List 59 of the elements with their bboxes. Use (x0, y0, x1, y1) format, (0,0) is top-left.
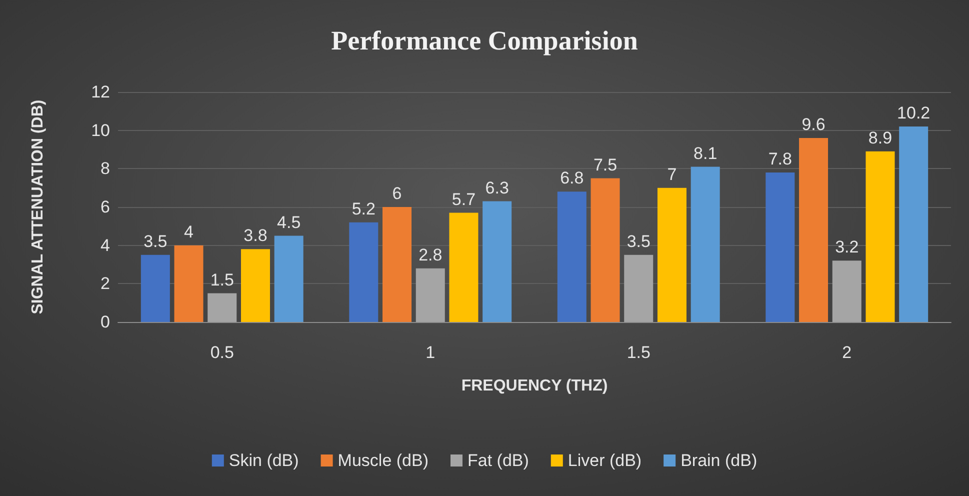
bar (766, 172, 795, 322)
data-label: 6 (392, 184, 402, 203)
data-label: 4.5 (277, 212, 301, 232)
x-tick-label: 0.5 (210, 343, 234, 362)
bar (240, 249, 270, 322)
data-label: 3.2 (835, 238, 859, 257)
bar (174, 245, 204, 322)
bar (557, 192, 586, 322)
chart-title: Performance Comparision (331, 26, 638, 56)
y-tick-label: 8 (100, 159, 110, 178)
data-label: 5.7 (452, 190, 476, 209)
bar (866, 151, 895, 322)
data-label: 8.1 (694, 144, 718, 163)
bar (208, 293, 237, 322)
bar (590, 178, 620, 322)
legend-label: Liver (dB) (568, 451, 642, 470)
data-label: 1.5 (210, 270, 234, 290)
data-label: 7.5 (593, 155, 618, 174)
y-tick-label: 4 (100, 236, 110, 255)
bar (624, 254, 654, 322)
data-label: 9.6 (802, 115, 826, 134)
bar (416, 268, 445, 322)
x-tick-label: 1 (426, 343, 436, 362)
bar (482, 201, 512, 322)
x-tick-label: 2 (842, 343, 852, 362)
data-label: 3.5 (626, 232, 650, 251)
legend-label: Fat (dB) (467, 451, 529, 470)
x-tick-label: 1.5 (626, 343, 650, 362)
bar (140, 254, 170, 322)
legend-label: Muscle (dB) (338, 451, 428, 470)
y-tick-label: 6 (100, 198, 110, 216)
y-axis-title: SIGNAL ATTENUATION (DB) (30, 100, 46, 314)
data-label: 8.9 (868, 128, 892, 148)
bar (657, 188, 686, 322)
data-label: 6.3 (485, 178, 509, 198)
bar (899, 126, 928, 322)
y-tick-label: 2 (100, 274, 110, 294)
x-axis-title: FREQUENCY (THZ) (461, 378, 608, 394)
y-tick-label: 12 (91, 82, 110, 102)
data-label: 6.8 (560, 168, 584, 188)
data-label: 5.2 (352, 199, 376, 218)
data-label: 7 (667, 164, 677, 184)
y-tick-label: 10 (91, 120, 110, 140)
bar (832, 260, 862, 322)
data-label: 2.8 (418, 245, 442, 264)
legend-label: Brain (dB) (680, 451, 758, 470)
data-label: 10.2 (897, 104, 930, 122)
data-label: 7.8 (768, 150, 792, 168)
bar (382, 207, 412, 322)
y-tick-label: 0 (100, 312, 110, 332)
bar (690, 166, 720, 322)
bar (274, 236, 304, 322)
data-label: 3.5 (144, 232, 168, 251)
legend-label: Skin (dB) (228, 451, 299, 470)
bar (799, 138, 828, 322)
data-label: 3.8 (244, 226, 268, 246)
bar (449, 212, 478, 322)
data-label: 4 (184, 222, 194, 242)
bar (349, 222, 378, 322)
